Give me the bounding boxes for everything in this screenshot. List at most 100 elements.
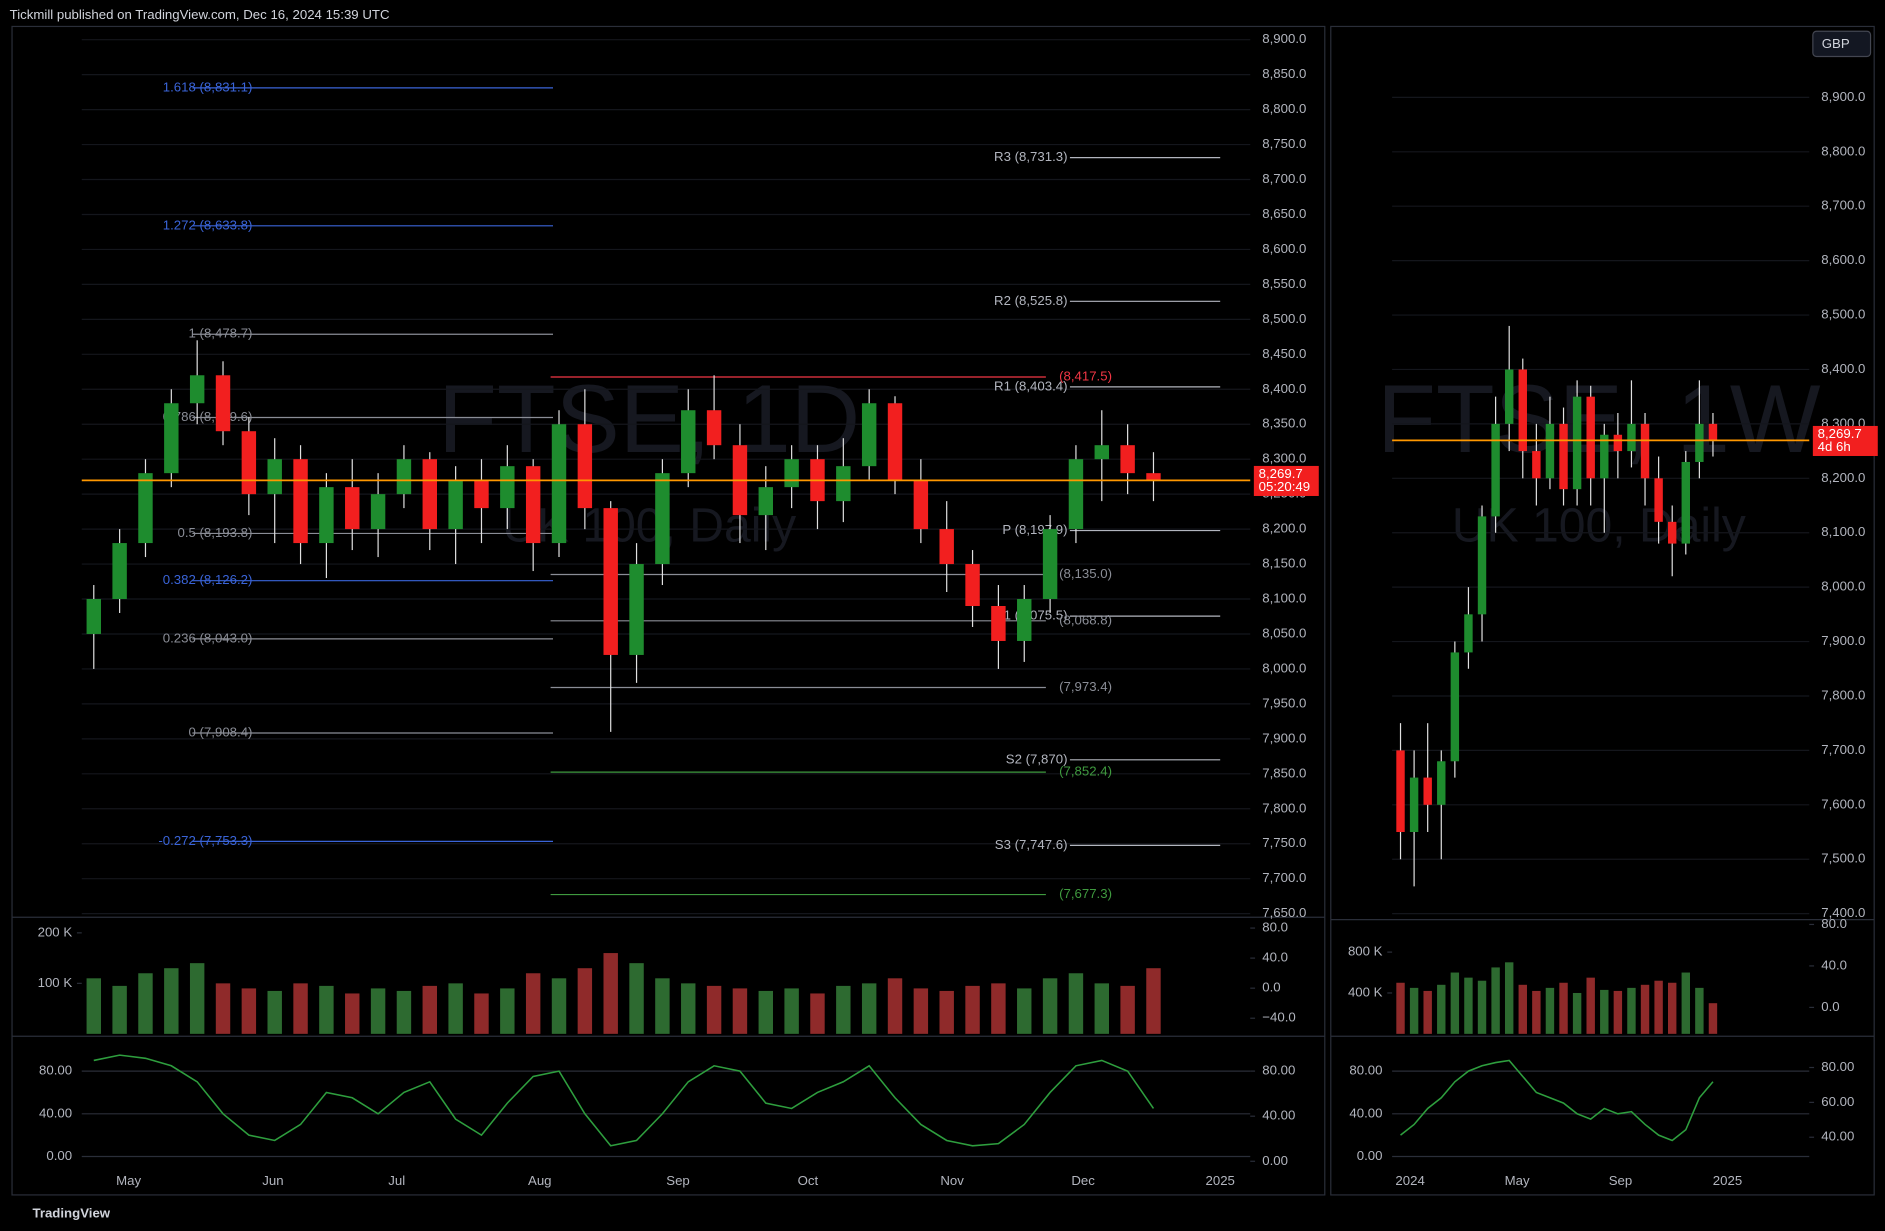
volume-bar <box>939 990 954 1034</box>
volume-bar <box>1627 987 1636 1034</box>
axis-tick-label: 7,900.0 <box>1262 730 1306 745</box>
axis-tick-label: 80.0 <box>1262 920 1288 935</box>
volume-bar <box>1640 984 1650 1034</box>
candle-body <box>500 466 515 509</box>
volume-bar <box>525 973 541 1034</box>
axis-tick-label: 80.00 <box>1262 1063 1295 1078</box>
candle-body <box>1396 750 1405 833</box>
candle-body <box>241 431 257 495</box>
volume-bar <box>448 983 463 1034</box>
axis-tick-label: 800 K <box>1348 944 1383 959</box>
volume-bar <box>164 968 179 1034</box>
x-tick-label: 2025 <box>1205 1173 1234 1188</box>
axis-tick-label: 8,550.0 <box>1262 276 1306 291</box>
volume-bar <box>655 978 670 1034</box>
axis-tick-label: 8,650.0 <box>1262 206 1306 221</box>
candle-body <box>758 487 773 516</box>
candle-body <box>1586 396 1595 479</box>
candle-body <box>1017 599 1032 641</box>
volume-bar <box>215 983 231 1034</box>
currency-button[interactable] <box>1812 30 1872 58</box>
level-label: 0 (7,908.4) <box>189 724 253 739</box>
x-tick-label: Jun <box>262 1173 283 1188</box>
axis-tick-label: 8,500.0 <box>1262 311 1306 326</box>
candle-body <box>86 599 101 634</box>
candle-body <box>939 529 954 565</box>
x-tick-label: Dec <box>1071 1173 1095 1188</box>
candle-body <box>1504 369 1514 424</box>
watermark-sub: UK 100, Daily <box>1452 499 1746 553</box>
axis-tick-label: 8,700.0 <box>1821 198 1865 213</box>
volume-bar <box>551 978 567 1034</box>
volume-bar <box>1586 977 1595 1034</box>
volume-bar <box>474 993 489 1034</box>
axis-tick-label: 8,300.0 <box>1262 451 1306 466</box>
volume-bar <box>293 983 308 1034</box>
axis-tick-label: 8,150.0 <box>1262 556 1306 571</box>
candle-body <box>1409 777 1419 833</box>
candle-body <box>965 564 980 606</box>
axis-tick-label: 60.00 <box>1821 1094 1854 1109</box>
axis-tick-label: 0.00 <box>1262 1153 1288 1168</box>
candle-body <box>474 480 489 509</box>
candle-body <box>655 473 670 565</box>
candle-body <box>293 459 308 544</box>
x-tick-label: May <box>116 1173 141 1188</box>
candle-body <box>1068 459 1084 530</box>
volume-bar <box>1613 990 1623 1034</box>
candle-body <box>1695 423 1704 462</box>
candle-body <box>1532 451 1541 479</box>
candle-body <box>1600 434 1609 479</box>
volume-bar <box>603 953 618 1034</box>
x-tick-label: Sep <box>666 1173 690 1188</box>
volume-bar <box>422 985 437 1034</box>
candle-body <box>551 424 567 544</box>
candle-body <box>1640 423 1650 479</box>
candle-body <box>1437 761 1446 805</box>
candle-body <box>603 508 618 655</box>
candle-body <box>1627 423 1636 452</box>
axis-tick-label: 8,350.0 <box>1262 416 1306 431</box>
candle-body <box>913 480 929 530</box>
axis-tick-label: 400 K <box>1348 984 1383 999</box>
watermark: FTSE, 1W <box>1377 366 1821 473</box>
volume-bar <box>370 988 386 1034</box>
axis-tick-label: 7,800.0 <box>1821 687 1865 702</box>
candle-body <box>784 459 799 488</box>
volume-bar <box>629 963 644 1034</box>
volume-bar <box>577 968 593 1034</box>
volume-bar <box>1532 990 1541 1034</box>
candle-body <box>164 403 179 474</box>
volume-bar <box>1654 980 1663 1034</box>
axis-tick-label: −40.0 <box>1262 1010 1295 1025</box>
currency[interactable]: GBP <box>1822 36 1850 51</box>
level-label: S2 (7,870) <box>1006 751 1068 766</box>
axis-tick-label: 8,800.0 <box>1262 101 1306 116</box>
candle-body <box>1545 423 1555 479</box>
candle-body <box>1042 529 1058 600</box>
footer-logo: TradingView <box>32 1206 110 1221</box>
volume-bar <box>396 990 412 1034</box>
volume-bar <box>965 985 980 1034</box>
axis-tick-label: 40.00 <box>1821 1129 1854 1144</box>
axis-tick-label: 0.00 <box>1357 1148 1383 1163</box>
candle-body <box>1120 445 1135 474</box>
candle-body <box>1559 423 1568 490</box>
level-label: (8,417.5) <box>1059 369 1112 384</box>
oscillator-line <box>1400 1059 1714 1142</box>
axis-tick-label: 8,500.0 <box>1821 307 1865 322</box>
volume-bar <box>1437 984 1446 1034</box>
axis-tick-label: 0.0 <box>1821 999 1839 1014</box>
candle-body <box>887 403 903 481</box>
axis-tick-label: 7,700.0 <box>1821 742 1865 757</box>
volume-bar <box>1146 968 1161 1034</box>
volume-bar <box>861 983 877 1034</box>
level-label: -0.272 (7,753.3) <box>158 833 252 848</box>
volume-bar <box>500 988 515 1034</box>
candle-body <box>577 424 593 509</box>
level-label: R2 (8,525.8) <box>994 293 1067 308</box>
level-label: (7,852.4) <box>1059 764 1112 779</box>
axis-tick-label: 0.0 <box>1262 980 1280 995</box>
volume-bar <box>1518 984 1527 1034</box>
